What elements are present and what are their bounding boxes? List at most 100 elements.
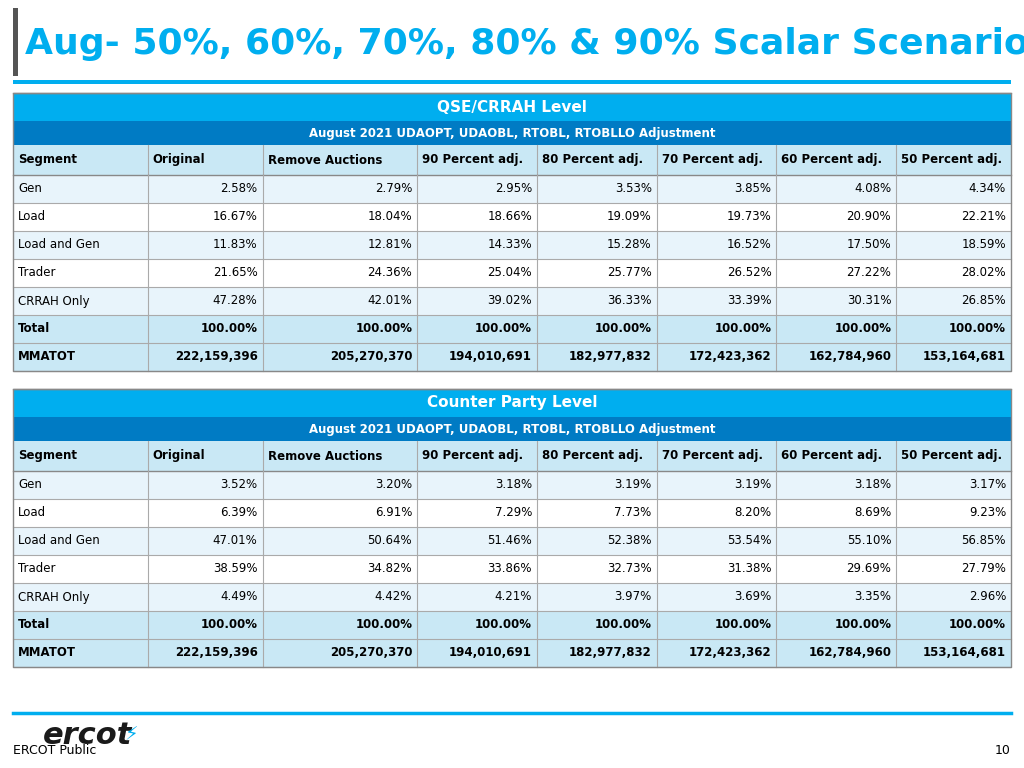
Text: 3.53%: 3.53% xyxy=(614,183,651,196)
Text: 4.49%: 4.49% xyxy=(220,591,257,604)
Text: 6.91%: 6.91% xyxy=(375,507,413,519)
Text: 222,159,396: 222,159,396 xyxy=(175,647,257,660)
Text: 3.20%: 3.20% xyxy=(375,478,413,492)
Text: 4.34%: 4.34% xyxy=(969,183,1006,196)
Text: 100.00%: 100.00% xyxy=(835,323,891,336)
Text: 70 Percent adj.: 70 Percent adj. xyxy=(662,449,763,462)
Text: 162,784,960: 162,784,960 xyxy=(808,350,891,363)
Text: 56.85%: 56.85% xyxy=(962,535,1006,548)
Text: 3.52%: 3.52% xyxy=(220,478,257,492)
Text: 33.39%: 33.39% xyxy=(727,294,771,307)
Text: 20.90%: 20.90% xyxy=(847,210,891,223)
Text: 100.00%: 100.00% xyxy=(355,323,413,336)
Bar xyxy=(13,639,1011,667)
Text: 3.18%: 3.18% xyxy=(495,478,531,492)
Text: 100.00%: 100.00% xyxy=(715,618,771,631)
Text: 3.69%: 3.69% xyxy=(734,591,771,604)
Text: 19.09%: 19.09% xyxy=(607,210,651,223)
Bar xyxy=(13,417,1011,441)
Text: 222,159,396: 222,159,396 xyxy=(175,350,257,363)
Text: August 2021 UDAOPT, UDAOBL, RTOBL, RTOBLLO Adjustment: August 2021 UDAOPT, UDAOBL, RTOBL, RTOBL… xyxy=(309,422,715,435)
Text: 80 Percent adj.: 80 Percent adj. xyxy=(542,449,643,462)
Text: Original: Original xyxy=(153,449,206,462)
Text: 53.54%: 53.54% xyxy=(727,535,771,548)
Text: 70 Percent adj.: 70 Percent adj. xyxy=(662,154,763,167)
Text: 100.00%: 100.00% xyxy=(949,323,1006,336)
Text: Aug- 50%, 60%, 70%, 80% & 90% Scalar Scenarios: Aug- 50%, 60%, 70%, 80% & 90% Scalar Sce… xyxy=(25,27,1024,61)
Text: 172,423,362: 172,423,362 xyxy=(689,647,771,660)
Text: 100.00%: 100.00% xyxy=(201,323,257,336)
Bar xyxy=(13,175,1011,203)
Text: 47.01%: 47.01% xyxy=(213,535,257,548)
Text: Load and Gen: Load and Gen xyxy=(18,535,99,548)
Text: MMATOT: MMATOT xyxy=(18,350,76,363)
Text: 16.52%: 16.52% xyxy=(727,239,771,251)
Text: 24.36%: 24.36% xyxy=(368,266,413,280)
Text: Segment: Segment xyxy=(18,449,77,462)
Text: 100.00%: 100.00% xyxy=(475,323,531,336)
Text: 205,270,370: 205,270,370 xyxy=(330,350,413,363)
Text: 100.00%: 100.00% xyxy=(355,618,413,631)
Text: 31.38%: 31.38% xyxy=(727,562,771,575)
Bar xyxy=(13,343,1011,371)
Bar xyxy=(13,93,1011,371)
Text: 25.77%: 25.77% xyxy=(607,266,651,280)
Bar xyxy=(13,8,18,76)
Text: Total: Total xyxy=(18,323,50,336)
Bar xyxy=(13,203,1011,231)
Text: 30.31%: 30.31% xyxy=(847,294,891,307)
Bar xyxy=(13,145,1011,175)
Text: Load: Load xyxy=(18,507,46,519)
Text: 3.85%: 3.85% xyxy=(734,183,771,196)
Text: 33.86%: 33.86% xyxy=(487,562,531,575)
Text: 60 Percent adj.: 60 Percent adj. xyxy=(781,449,883,462)
Text: 55.10%: 55.10% xyxy=(847,535,891,548)
Text: 153,164,681: 153,164,681 xyxy=(923,350,1006,363)
Text: 80 Percent adj.: 80 Percent adj. xyxy=(542,154,643,167)
Text: 4.08%: 4.08% xyxy=(854,183,891,196)
Text: 8.69%: 8.69% xyxy=(854,507,891,519)
Text: 11.83%: 11.83% xyxy=(213,239,257,251)
Text: 36.33%: 36.33% xyxy=(607,294,651,307)
Bar xyxy=(13,555,1011,583)
Text: Load and Gen: Load and Gen xyxy=(18,239,99,251)
Bar xyxy=(13,611,1011,639)
Text: 4.42%: 4.42% xyxy=(375,591,413,604)
Text: 7.29%: 7.29% xyxy=(495,507,531,519)
Bar xyxy=(13,527,1011,555)
Bar xyxy=(13,315,1011,343)
Text: 16.67%: 16.67% xyxy=(213,210,257,223)
Text: 194,010,691: 194,010,691 xyxy=(450,350,531,363)
Text: Load: Load xyxy=(18,210,46,223)
Text: 3.17%: 3.17% xyxy=(969,478,1006,492)
Text: 8.20%: 8.20% xyxy=(734,507,771,519)
Text: Counter Party Level: Counter Party Level xyxy=(427,396,597,411)
Bar xyxy=(13,93,1011,121)
Bar xyxy=(13,287,1011,315)
Text: 29.69%: 29.69% xyxy=(847,562,891,575)
Text: 182,977,832: 182,977,832 xyxy=(569,350,651,363)
Text: 50.64%: 50.64% xyxy=(368,535,413,548)
Text: 21.65%: 21.65% xyxy=(213,266,257,280)
Text: Trader: Trader xyxy=(18,562,55,575)
Text: 18.66%: 18.66% xyxy=(487,210,531,223)
Bar xyxy=(13,259,1011,287)
Text: Gen: Gen xyxy=(18,183,42,196)
Text: 27.22%: 27.22% xyxy=(847,266,891,280)
Text: 3.19%: 3.19% xyxy=(614,478,651,492)
Text: Trader: Trader xyxy=(18,266,55,280)
Bar xyxy=(13,441,1011,471)
Text: 25.04%: 25.04% xyxy=(487,266,531,280)
Text: 153,164,681: 153,164,681 xyxy=(923,647,1006,660)
Bar xyxy=(13,499,1011,527)
Text: Segment: Segment xyxy=(18,154,77,167)
Text: 51.46%: 51.46% xyxy=(487,535,531,548)
Text: 26.85%: 26.85% xyxy=(962,294,1006,307)
Text: 100.00%: 100.00% xyxy=(475,618,531,631)
Text: Remove Auctions: Remove Auctions xyxy=(267,449,382,462)
Text: 3.18%: 3.18% xyxy=(854,478,891,492)
Text: 100.00%: 100.00% xyxy=(201,618,257,631)
Text: 39.02%: 39.02% xyxy=(487,294,531,307)
Text: 172,423,362: 172,423,362 xyxy=(689,350,771,363)
Text: ERCOT Public: ERCOT Public xyxy=(13,743,96,756)
